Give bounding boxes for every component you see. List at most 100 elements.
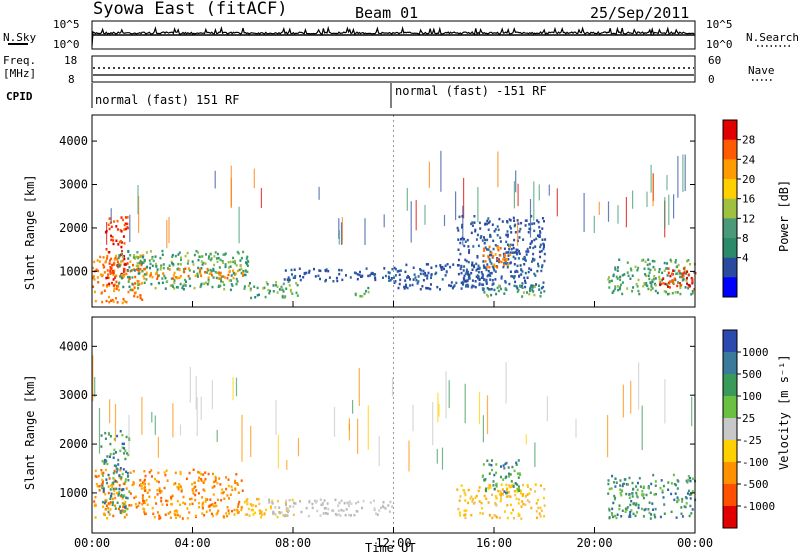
power-cell — [648, 271, 651, 274]
power-cell — [383, 267, 386, 270]
power-cell — [289, 290, 292, 293]
velocity-cell — [639, 485, 642, 488]
power-cell — [642, 285, 645, 288]
power-cell — [685, 272, 688, 275]
velocity-cell — [115, 487, 118, 491]
power-cell — [294, 276, 296, 279]
power-cell — [479, 227, 482, 230]
velocity-cell — [104, 431, 107, 435]
power-cell — [113, 261, 116, 265]
power-cell — [404, 279, 407, 282]
power-cell — [475, 275, 478, 278]
power-cell — [406, 276, 408, 279]
velocity-cell — [231, 509, 233, 513]
velocity-cell — [106, 455, 109, 458]
velocity-streak — [437, 392, 439, 423]
power-cell — [158, 281, 161, 285]
power-cell — [540, 269, 543, 273]
power-cell — [494, 270, 497, 273]
velocity-cell — [292, 505, 295, 508]
power-cell — [541, 217, 544, 220]
power-cell — [108, 295, 110, 299]
power-cell — [532, 290, 535, 293]
power-colorbar-label-value: 20 — [742, 173, 755, 186]
power-cell — [536, 234, 539, 237]
velocity-cell — [338, 501, 341, 505]
power-cell — [398, 269, 401, 273]
velocity-cell — [467, 488, 470, 492]
power-cell — [541, 265, 543, 269]
velocity-cell — [505, 495, 508, 498]
power-cell — [427, 271, 430, 275]
velocity-cell — [109, 452, 112, 456]
power-cell — [481, 287, 484, 290]
power-cell — [183, 270, 186, 274]
power-cell — [663, 290, 666, 293]
power-cell — [538, 288, 541, 291]
velocity-cell — [243, 500, 246, 504]
velocity-cell — [624, 507, 627, 510]
power-cell — [470, 286, 473, 289]
power-cell — [148, 259, 151, 262]
power-cell — [487, 254, 490, 258]
velocity-cell — [350, 514, 352, 517]
power-cell — [143, 281, 146, 285]
velocity-cell — [361, 506, 363, 510]
velocity-cell — [106, 517, 109, 520]
power-cell — [524, 219, 527, 222]
velocity-cell — [623, 478, 626, 481]
velocity-cell — [481, 507, 484, 510]
power-cell — [234, 259, 236, 263]
velocity-cell — [113, 492, 116, 496]
power-cell — [166, 280, 169, 283]
velocity-cell — [124, 503, 127, 506]
power-streak — [318, 186, 320, 200]
power-cell — [538, 225, 541, 229]
freq-panel: Freq. [MHz] 18 8 60 0 Nave — [3, 54, 775, 86]
power-cell — [198, 270, 201, 274]
velocity-cell — [644, 507, 647, 511]
power-cell — [534, 274, 537, 277]
velocity-cell — [134, 503, 137, 506]
velocity-cell — [122, 495, 125, 498]
power-cell — [532, 252, 535, 256]
power-cell — [473, 215, 476, 218]
power-cell — [487, 217, 490, 220]
power-cell — [234, 262, 237, 265]
velocity-cell — [249, 503, 252, 506]
velocity-streak — [664, 379, 666, 424]
power-cell — [487, 256, 490, 259]
power-cell — [631, 289, 634, 293]
power-cell — [617, 288, 620, 292]
velocity-cell — [676, 499, 679, 503]
power-cell — [152, 259, 155, 263]
power-cell — [126, 269, 129, 272]
power-cell — [489, 253, 491, 257]
velocity-cell — [191, 489, 194, 492]
power-cell — [542, 247, 545, 251]
power-cell — [647, 258, 650, 261]
velocity-cell — [636, 495, 639, 499]
velocity-cell — [237, 503, 240, 506]
power-cell — [345, 274, 347, 277]
power-cell — [505, 233, 508, 237]
velocity-cell — [284, 502, 287, 505]
velocity-cell — [167, 512, 170, 515]
power-cell — [421, 285, 424, 288]
velocity-cell — [539, 484, 542, 487]
velocity-cell — [257, 497, 260, 501]
power-cell — [493, 230, 496, 233]
power-cell — [399, 269, 402, 272]
velocity-colorbar-frame — [722, 329, 738, 529]
power-cell — [188, 277, 191, 280]
power-cell — [134, 282, 136, 285]
velocity-cell — [101, 486, 104, 490]
velocity-cell — [485, 487, 487, 490]
velocity-cell — [212, 480, 215, 484]
velocity-cell — [482, 463, 485, 466]
velocity-cell — [503, 467, 506, 470]
power-cell — [415, 279, 418, 282]
velocity-cell — [459, 514, 462, 517]
power-ytick-label: 4000 — [59, 134, 88, 148]
power-cell — [490, 251, 493, 254]
